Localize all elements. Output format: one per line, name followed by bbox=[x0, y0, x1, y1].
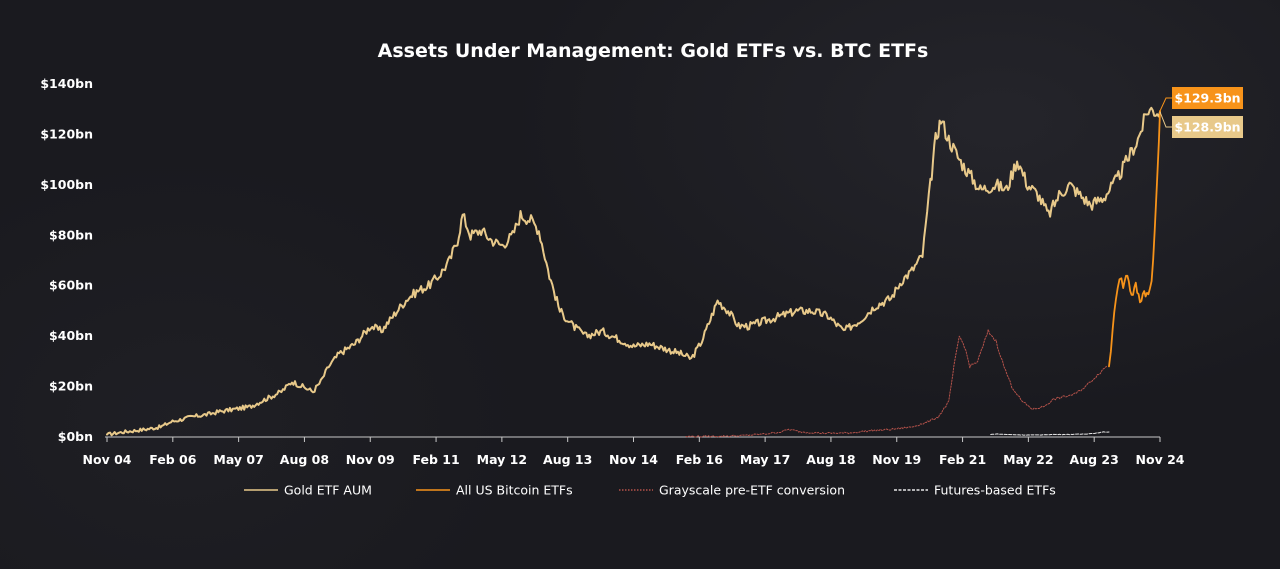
legend-label: Gold ETF AUM bbox=[284, 483, 372, 498]
x-tick-label: Nov 04 bbox=[83, 452, 132, 467]
end-label-leader bbox=[1159, 97, 1172, 112]
x-tick-label: Nov 14 bbox=[609, 452, 658, 467]
x-axis: Nov 04 Feb 06 May 07 Aug 08 Nov 09 Feb 11 May … bbox=[83, 436, 1185, 467]
y-tick-label: $0bn bbox=[58, 429, 93, 444]
x-tick-label: Feb 16 bbox=[676, 452, 724, 467]
y-tick-label: $60bn bbox=[49, 278, 93, 293]
legend-item[interactable]: All US Bitcoin ETFs bbox=[416, 483, 573, 498]
x-tick-label: May 17 bbox=[740, 452, 790, 467]
end-label-leader bbox=[1159, 111, 1172, 128]
x-tick-label: Aug 18 bbox=[806, 452, 855, 467]
x-tick-label: Aug 08 bbox=[280, 452, 329, 467]
end-labels: $129.3bn $128.9bn bbox=[1159, 87, 1243, 138]
x-tick-label: Nov 19 bbox=[872, 452, 921, 467]
legend-label: All US Bitcoin ETFs bbox=[456, 483, 573, 498]
y-tick-label: $140bn bbox=[40, 76, 93, 91]
series-line-futures-based-etfs bbox=[990, 431, 1110, 436]
legend-item[interactable]: Futures-based ETFs bbox=[894, 483, 1056, 498]
x-tick-label: May 07 bbox=[213, 452, 263, 467]
series-line-gold-etf-aum bbox=[106, 106, 1161, 437]
legend[interactable]: Gold ETF AUM All US Bitcoin ETFs Grayscale… bbox=[244, 483, 1056, 498]
x-tick-label: Aug 23 bbox=[1070, 452, 1119, 467]
end-label-badge bbox=[1172, 116, 1243, 138]
y-tick-label: $80bn bbox=[49, 227, 93, 242]
y-tick-label: $100bn bbox=[40, 177, 93, 192]
y-tick-label: $120bn bbox=[40, 126, 93, 141]
x-tick-label: Feb 11 bbox=[412, 452, 459, 467]
x-tick-label: Feb 21 bbox=[939, 452, 986, 467]
end-label-badge bbox=[1172, 87, 1243, 109]
y-tick-label: $40bn bbox=[49, 328, 93, 343]
chart-title: Assets Under Management: Gold ETFs vs. B… bbox=[378, 40, 929, 62]
x-tick-label: Nov 09 bbox=[346, 452, 395, 467]
x-tick-label: Feb 06 bbox=[149, 452, 197, 467]
end-label-value: $128.9bn bbox=[1174, 120, 1240, 135]
x-tick-label: May 22 bbox=[1003, 452, 1053, 467]
x-tick-label: May 12 bbox=[477, 452, 527, 467]
legend-item[interactable]: Gold ETF AUM bbox=[244, 483, 372, 498]
series-layer bbox=[106, 106, 1161, 438]
legend-label: Grayscale pre-ETF conversion bbox=[659, 483, 845, 498]
y-axis: $0bn $20bn $40bn $60bn $80bn $100bn $120bn $140… bbox=[40, 76, 93, 444]
x-tick-label: Aug 13 bbox=[543, 452, 592, 467]
legend-label: Futures-based ETFs bbox=[934, 483, 1056, 498]
series-line-grayscale-pre-etf-conversion bbox=[685, 329, 1107, 438]
series-line-all-us-bitcoin-etfs bbox=[1108, 110, 1161, 368]
legend-item[interactable]: Grayscale pre-ETF conversion bbox=[619, 483, 845, 498]
end-label-value: $129.3bn bbox=[1174, 91, 1240, 106]
x-tick-label: Nov 24 bbox=[1136, 452, 1185, 467]
y-tick-label: $20bn bbox=[49, 379, 93, 394]
